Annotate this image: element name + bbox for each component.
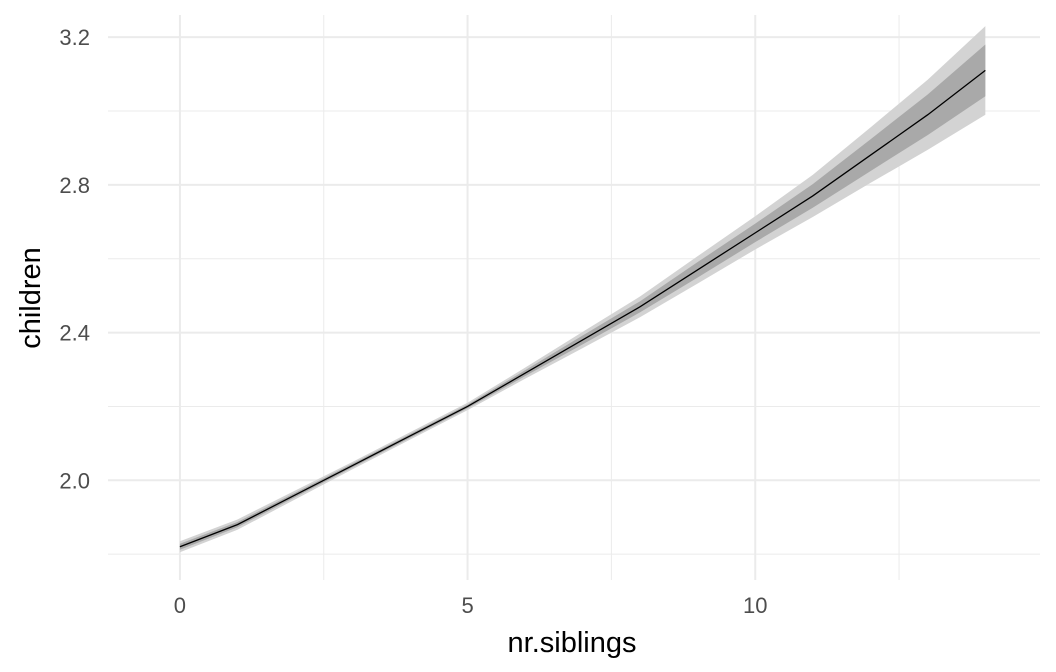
series-lines	[179, 69, 986, 548]
y-axis-ticks: 2.0 2.4 2.8 3.2	[59, 25, 90, 493]
x-axis-ticks: 0 5 10	[174, 593, 768, 618]
x-tick-label: 0	[174, 593, 186, 618]
series-line	[179, 69, 986, 548]
y-tick-label: 2.4	[59, 321, 90, 346]
x-axis-title: nr.siblings	[508, 627, 637, 659]
inner-confidence-band	[179, 44, 986, 550]
y-tick-label: 2.8	[59, 173, 90, 198]
y-tick-label: 2.0	[59, 468, 90, 493]
y-axis-title: children	[15, 247, 47, 349]
confidence-bands	[179, 26, 986, 553]
grid	[108, 15, 1040, 580]
x-tick-label: 10	[743, 593, 767, 618]
x-tick-label: 5	[461, 593, 473, 618]
outer-confidence-band	[179, 26, 986, 553]
y-tick-label: 3.2	[59, 25, 90, 50]
